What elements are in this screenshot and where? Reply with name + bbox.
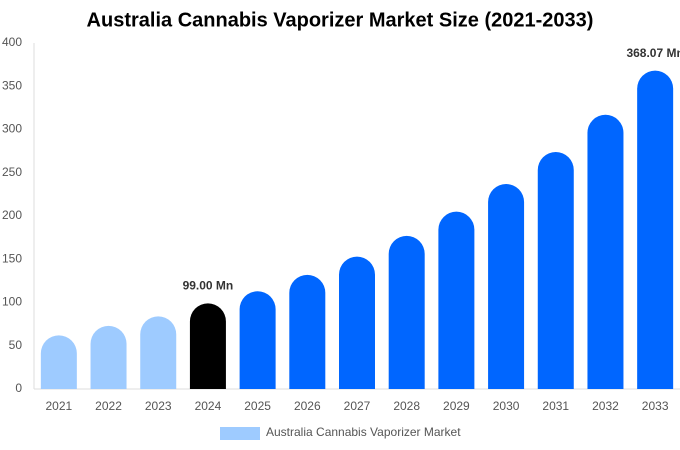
- y-tick-label: 150: [2, 251, 22, 265]
- bar: [637, 70, 674, 390]
- x-tick-label: 2022: [95, 399, 122, 413]
- y-tick-label: 350: [2, 78, 22, 92]
- x-tick-label: 2021: [45, 399, 72, 413]
- y-tick-label: 50: [9, 338, 23, 352]
- bar: [289, 274, 326, 389]
- legend-label: Australia Cannabis Vaporizer Market: [266, 425, 461, 439]
- x-tick-label: 2025: [244, 399, 271, 413]
- x-tick-label: 2023: [145, 399, 172, 413]
- x-tick-label: 2029: [443, 399, 470, 413]
- bar: [587, 114, 624, 390]
- value-label: 99.00 Mn: [183, 279, 234, 293]
- y-tick-label: 200: [2, 208, 22, 222]
- y-tick-label: 400: [2, 35, 22, 49]
- x-tick-label: 2026: [294, 399, 321, 413]
- x-tick-label: 2031: [542, 399, 569, 413]
- value-label: 368.07 Mn: [626, 46, 680, 60]
- bar: [40, 335, 77, 389]
- bar: [90, 325, 127, 389]
- x-tick-label: 2024: [195, 399, 222, 413]
- y-tick-label: 300: [2, 122, 22, 136]
- x-tick-label: 2032: [592, 399, 619, 413]
- legend-swatch: [220, 427, 260, 440]
- x-tick-label: 2033: [642, 399, 669, 413]
- x-tick-label: 2030: [493, 399, 520, 413]
- y-tick-label: 250: [2, 165, 22, 179]
- bar: [438, 211, 475, 389]
- bar: [488, 184, 525, 389]
- x-tick-label: 2027: [344, 399, 371, 413]
- x-tick-label: 2028: [393, 399, 420, 413]
- bar: [140, 316, 177, 389]
- chart-title: Australia Cannabis Vaporizer Market Size…: [87, 9, 594, 31]
- bar: [339, 256, 375, 389]
- bar: [189, 303, 226, 389]
- bar: [537, 151, 574, 389]
- bar: [239, 291, 276, 389]
- y-tick-label: 0: [15, 381, 22, 395]
- y-tick-label: 100: [2, 295, 22, 309]
- bar: [388, 235, 425, 389]
